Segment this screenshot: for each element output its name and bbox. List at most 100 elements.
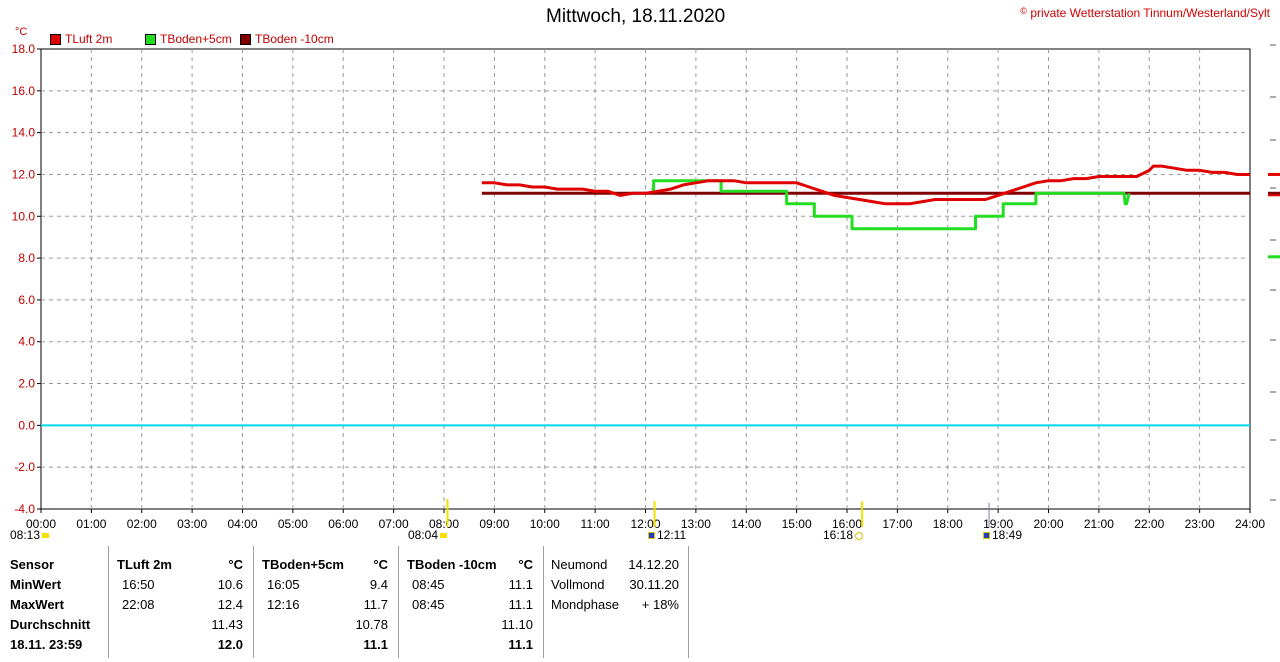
legend-item-tluft: TLuft 2m	[50, 32, 112, 46]
x-tick-label: 08:00	[429, 517, 459, 531]
x-tick-label: 13:00	[681, 517, 711, 531]
x-tick-label: 06:00	[328, 517, 358, 531]
column-header: TBoden+5cm	[262, 557, 344, 572]
max-time: 12:16	[267, 597, 300, 612]
y-tick-label: 4.0	[18, 335, 35, 349]
max-label: MaxWert	[10, 597, 64, 612]
min-time: 16:05	[267, 577, 300, 592]
column-header: TBoden -10cm	[407, 557, 497, 572]
table-divider	[688, 546, 689, 658]
unit-label: °C	[228, 557, 243, 572]
legend-swatch	[50, 33, 61, 45]
sensor-column: Sensor MinWert MaxWert Durchschnitt 18.1…	[10, 546, 108, 660]
sun-outline-icon	[855, 531, 864, 540]
max-time: 08:45	[412, 597, 445, 612]
y-tick-label: 12.0	[12, 167, 36, 181]
y-tick-label: -4.0	[14, 502, 35, 516]
max-time: 22:08	[122, 597, 155, 612]
min-label: MinWert	[10, 577, 62, 592]
x-tick-label: 10:00	[530, 517, 560, 531]
moon-icon	[440, 533, 448, 539]
min-value: 10.6	[217, 577, 243, 592]
x-tick-label: 21:00	[1084, 517, 1114, 531]
legend-swatch	[240, 33, 251, 45]
tboden10-column: TBoden -10cm °C 08:45 11.1 08:45 11.1 11.10…	[407, 546, 535, 660]
unit-label: °C	[518, 557, 533, 572]
column-header: TLuft 2m	[117, 557, 172, 572]
vollmond-label: Vollmond	[551, 577, 605, 592]
copyright-notice: © private Wetterstation Tinnum/Westerlan…	[1020, 6, 1270, 20]
x-tick-label: 19:00	[983, 517, 1013, 531]
min-time: 16:50	[122, 577, 155, 592]
x-tick-label: 22:00	[1134, 517, 1164, 531]
legend-label: TBoden+5cm	[160, 32, 232, 46]
x-tick-label: 07:00	[379, 517, 409, 531]
x-tick-label: 01:00	[76, 517, 106, 531]
x-tick-label: 12:00	[630, 517, 660, 531]
current-value: 12.0	[217, 637, 243, 652]
avg-value: 10.78	[355, 617, 388, 632]
x-tick-label: 00:00	[26, 517, 56, 531]
y-tick-label: 14.0	[12, 126, 36, 140]
min-value: 11.1	[508, 577, 533, 592]
x-tick-label: 03:00	[177, 517, 207, 531]
current-label: 18.11. 23:59	[10, 637, 83, 652]
moon-phase-icon	[648, 532, 655, 540]
sunset-marker-label: 16:18	[823, 528, 864, 542]
copyright-text: private Wetterstation Tinnum/Westerland/…	[1030, 6, 1270, 20]
moonrise-marker-label: 08:04	[408, 528, 448, 542]
max-value: 11.1	[508, 597, 533, 612]
y-tick-label: -2.0	[14, 460, 35, 474]
x-tick-label: 24:00	[1235, 517, 1265, 531]
table-divider	[108, 546, 109, 658]
y-axis-unit: °C	[15, 26, 28, 38]
x-tick-label: 17:00	[882, 517, 912, 531]
x-tick-label: 09:00	[479, 517, 509, 531]
plot-area	[40, 48, 1251, 510]
x-tick-label: 20:00	[1033, 517, 1063, 531]
x-tick-label: 16:00	[832, 517, 862, 531]
sunrise-marker-label: 08:13	[10, 528, 50, 542]
neumond-date: 14.12.20	[628, 557, 679, 572]
legend-label: TLuft 2m	[65, 32, 113, 46]
tboden5-column: TBoden+5cm °C 16:05 9.4 12:16 11.7 10.78 11…	[262, 546, 390, 660]
x-tick-label: 23:00	[1185, 517, 1215, 531]
legend-swatch	[145, 33, 156, 45]
y-tick-label: 6.0	[18, 293, 35, 307]
y-tick-label: 2.0	[18, 377, 35, 391]
table-divider	[253, 546, 254, 658]
x-tick-label: 15:00	[782, 517, 812, 531]
min-value: 9.4	[369, 577, 388, 592]
moon-phase-icon	[983, 532, 990, 540]
vollmond-date: 30.11.20	[629, 577, 679, 592]
max-value: 11.7	[363, 597, 388, 612]
chart-title: Mittwoch, 18.11.2020	[546, 6, 726, 27]
min-time: 08:45	[412, 577, 445, 592]
sensor-header: Sensor	[10, 557, 55, 572]
tluft-column: TLuft 2m °C 16:50 10.6 22:08 12.4 11.43 12.…	[117, 546, 245, 660]
legend-item-tboden5: TBoden+5cm	[145, 32, 232, 46]
current-value: 11.1	[363, 637, 388, 652]
current-value: 11.1	[508, 637, 533, 652]
table-divider	[543, 546, 544, 658]
avg-label: Durchschnitt	[10, 617, 91, 632]
y-tick-label: 10.0	[12, 209, 36, 223]
y-tick-label: 8.0	[18, 251, 35, 265]
neumond-label: Neumond	[551, 557, 608, 572]
max-value: 12.4	[217, 597, 243, 612]
series-line-tboden5	[651, 179, 1131, 231]
legend-item-tboden10: TBoden -10cm	[240, 32, 334, 46]
avg-value: 11.10	[501, 617, 533, 632]
series-line-tluft	[481, 164, 1250, 206]
table-divider	[398, 546, 399, 658]
moon-column: Neumond 14.12.20 Vollmond 30.11.20 Mondpha…	[551, 546, 681, 660]
x-tick-label: 02:00	[127, 517, 157, 531]
mondphase-value: + 18%	[641, 597, 679, 612]
x-tick-label: 04:00	[227, 517, 257, 531]
y-tick-label: 18.0	[12, 42, 36, 56]
sun-icon	[42, 533, 50, 539]
unit-label: °C	[373, 557, 388, 572]
moonset-marker-label: 18:49	[983, 528, 1022, 542]
mondphase-label: Mondphase	[551, 597, 619, 612]
x-tick-label: 14:00	[731, 517, 761, 531]
